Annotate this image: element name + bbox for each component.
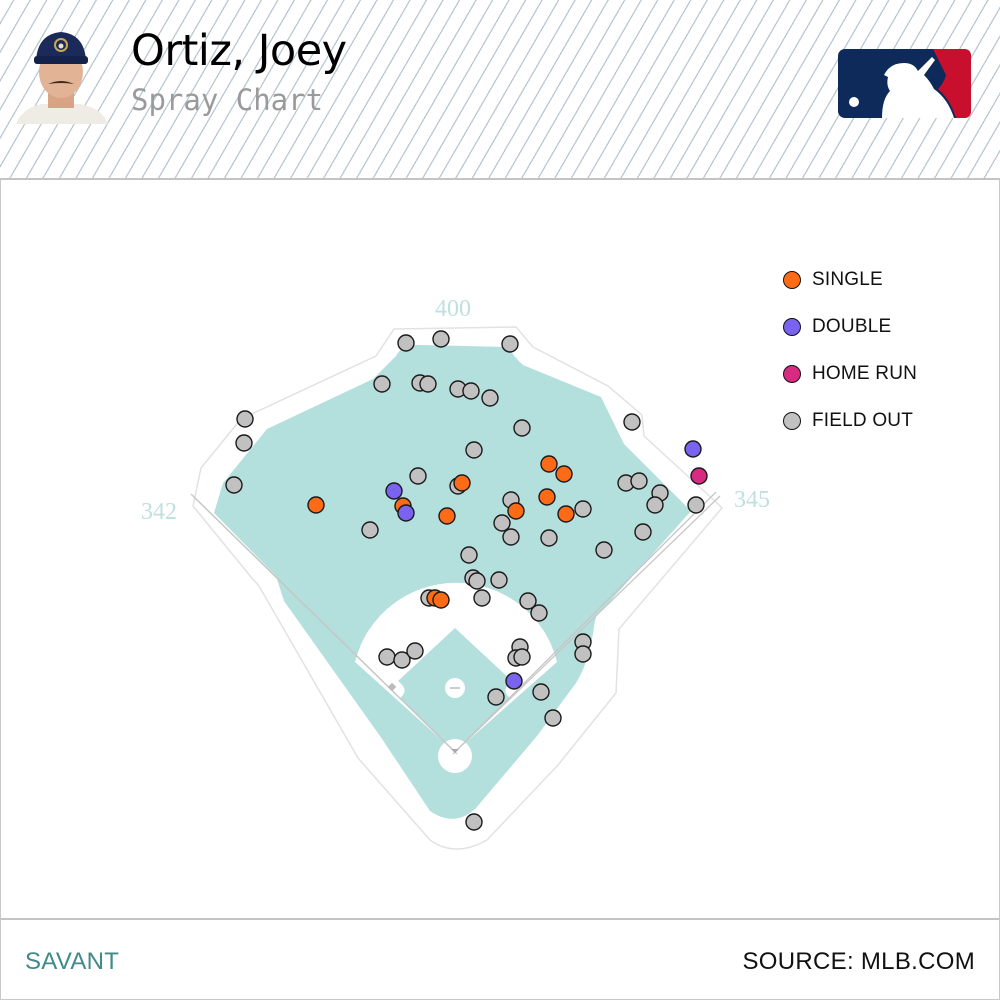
batted-ball-single[interactable] [453,474,471,492]
player-name: Ortiz, Joey [131,26,347,76]
legend-label: FIELD OUT [812,409,914,431]
batted-ball-field-out[interactable] [646,496,664,514]
batted-ball-double[interactable] [505,672,523,690]
legend-item-home-run[interactable]: HOME RUN [783,350,917,397]
batted-ball-field-out[interactable] [460,546,478,564]
batted-ball-single[interactable] [307,496,325,514]
batted-ball-single[interactable] [557,505,575,523]
batted-ball-field-out[interactable] [432,330,450,348]
outfield-grass [214,344,691,819]
batted-ball-field-out[interactable] [490,571,508,589]
foul-lines [190,491,721,755]
batted-ball-field-out[interactable] [544,709,562,727]
mlb-logo [838,49,971,118]
distance-left-label: 342 [141,499,177,525]
batted-ball-field-out[interactable] [634,523,652,541]
batted-ball-field-out[interactable] [409,467,427,485]
batted-ball-field-out[interactable] [574,645,592,663]
batted-ball-field-out[interactable] [481,389,499,407]
batted-ball-single[interactable] [540,455,558,473]
batted-ball-field-out[interactable] [465,441,483,459]
chart-subtitle: Spray Chart [131,83,324,117]
savant-link[interactable]: SAVANT [25,948,120,975]
batted-ball-field-out[interactable] [406,642,424,660]
field-out-swatch-icon [783,411,801,430]
header: Ortiz, Joey Spray Chart [0,0,1000,180]
batted-ball-field-out[interactable] [687,496,705,514]
batted-ball-field-out[interactable] [235,434,253,452]
batted-ball-field-out[interactable] [473,589,491,607]
batted-ball-field-out[interactable] [623,413,641,431]
home-run-swatch-icon [783,364,801,383]
batted-ball-single[interactable] [432,591,450,609]
batted-ball-field-out[interactable] [574,500,592,518]
legend-label: DOUBLE [812,315,892,337]
batted-ball-field-out[interactable] [487,688,505,706]
batted-ball-field-out[interactable] [236,410,254,428]
batted-ball-field-out[interactable] [530,604,548,622]
double-swatch-icon [783,317,801,336]
home-plate [451,749,459,753]
batted-ball-points [225,330,708,831]
batted-ball-field-out[interactable] [397,334,415,352]
batted-ball-field-out[interactable] [502,528,520,546]
batted-ball-field-out[interactable] [468,572,486,590]
legend-label: HOME RUN [812,362,918,384]
batted-ball-field-out[interactable] [393,651,411,669]
legend: SINGLE DOUBLE HOME RUN FIELD OUT [783,256,917,444]
batted-ball-field-out[interactable] [361,521,379,539]
legend-item-single[interactable]: SINGLE [783,256,917,303]
batted-ball-single[interactable] [438,507,456,525]
batted-ball-field-out[interactable] [462,382,480,400]
batted-ball-field-out[interactable] [595,541,613,559]
batted-ball-field-out[interactable] [532,683,550,701]
batted-ball-field-out[interactable] [493,514,511,532]
batted-ball-field-out[interactable] [540,529,558,547]
batted-ball-field-out[interactable] [501,335,519,353]
batted-ball-field-out[interactable] [419,375,437,393]
batted-ball-double[interactable] [397,504,415,522]
footer-divider [0,918,1000,920]
batted-ball-field-out[interactable] [513,419,531,437]
legend-item-double[interactable]: DOUBLE [783,303,917,350]
batted-ball-field-out[interactable] [225,476,243,494]
batted-ball-field-out[interactable] [378,648,396,666]
batted-ball-field-out[interactable] [513,648,531,666]
batted-ball-field-out[interactable] [630,472,648,490]
batted-ball-double[interactable] [684,440,702,458]
batted-ball-single[interactable] [538,488,556,506]
player-avatar [12,26,110,124]
batted-ball-field-out[interactable] [519,592,537,610]
legend-item-field-out[interactable]: FIELD OUT [783,397,917,444]
batted-ball-double[interactable] [385,482,403,500]
distance-right-label: 345 [734,487,770,513]
batted-ball-field-out[interactable] [373,375,391,393]
third-base [387,682,397,692]
source-label: SOURCE: MLB.COM [742,948,975,975]
single-swatch-icon [783,270,801,289]
batted-ball-home-run[interactable] [690,467,708,485]
distance-center-label: 400 [435,296,471,322]
batted-ball-single[interactable] [507,502,525,520]
batted-ball-single[interactable] [555,465,573,483]
home-plate-circle [438,739,472,773]
batted-ball-field-out[interactable] [465,813,483,831]
legend-label: SINGLE [812,268,883,290]
